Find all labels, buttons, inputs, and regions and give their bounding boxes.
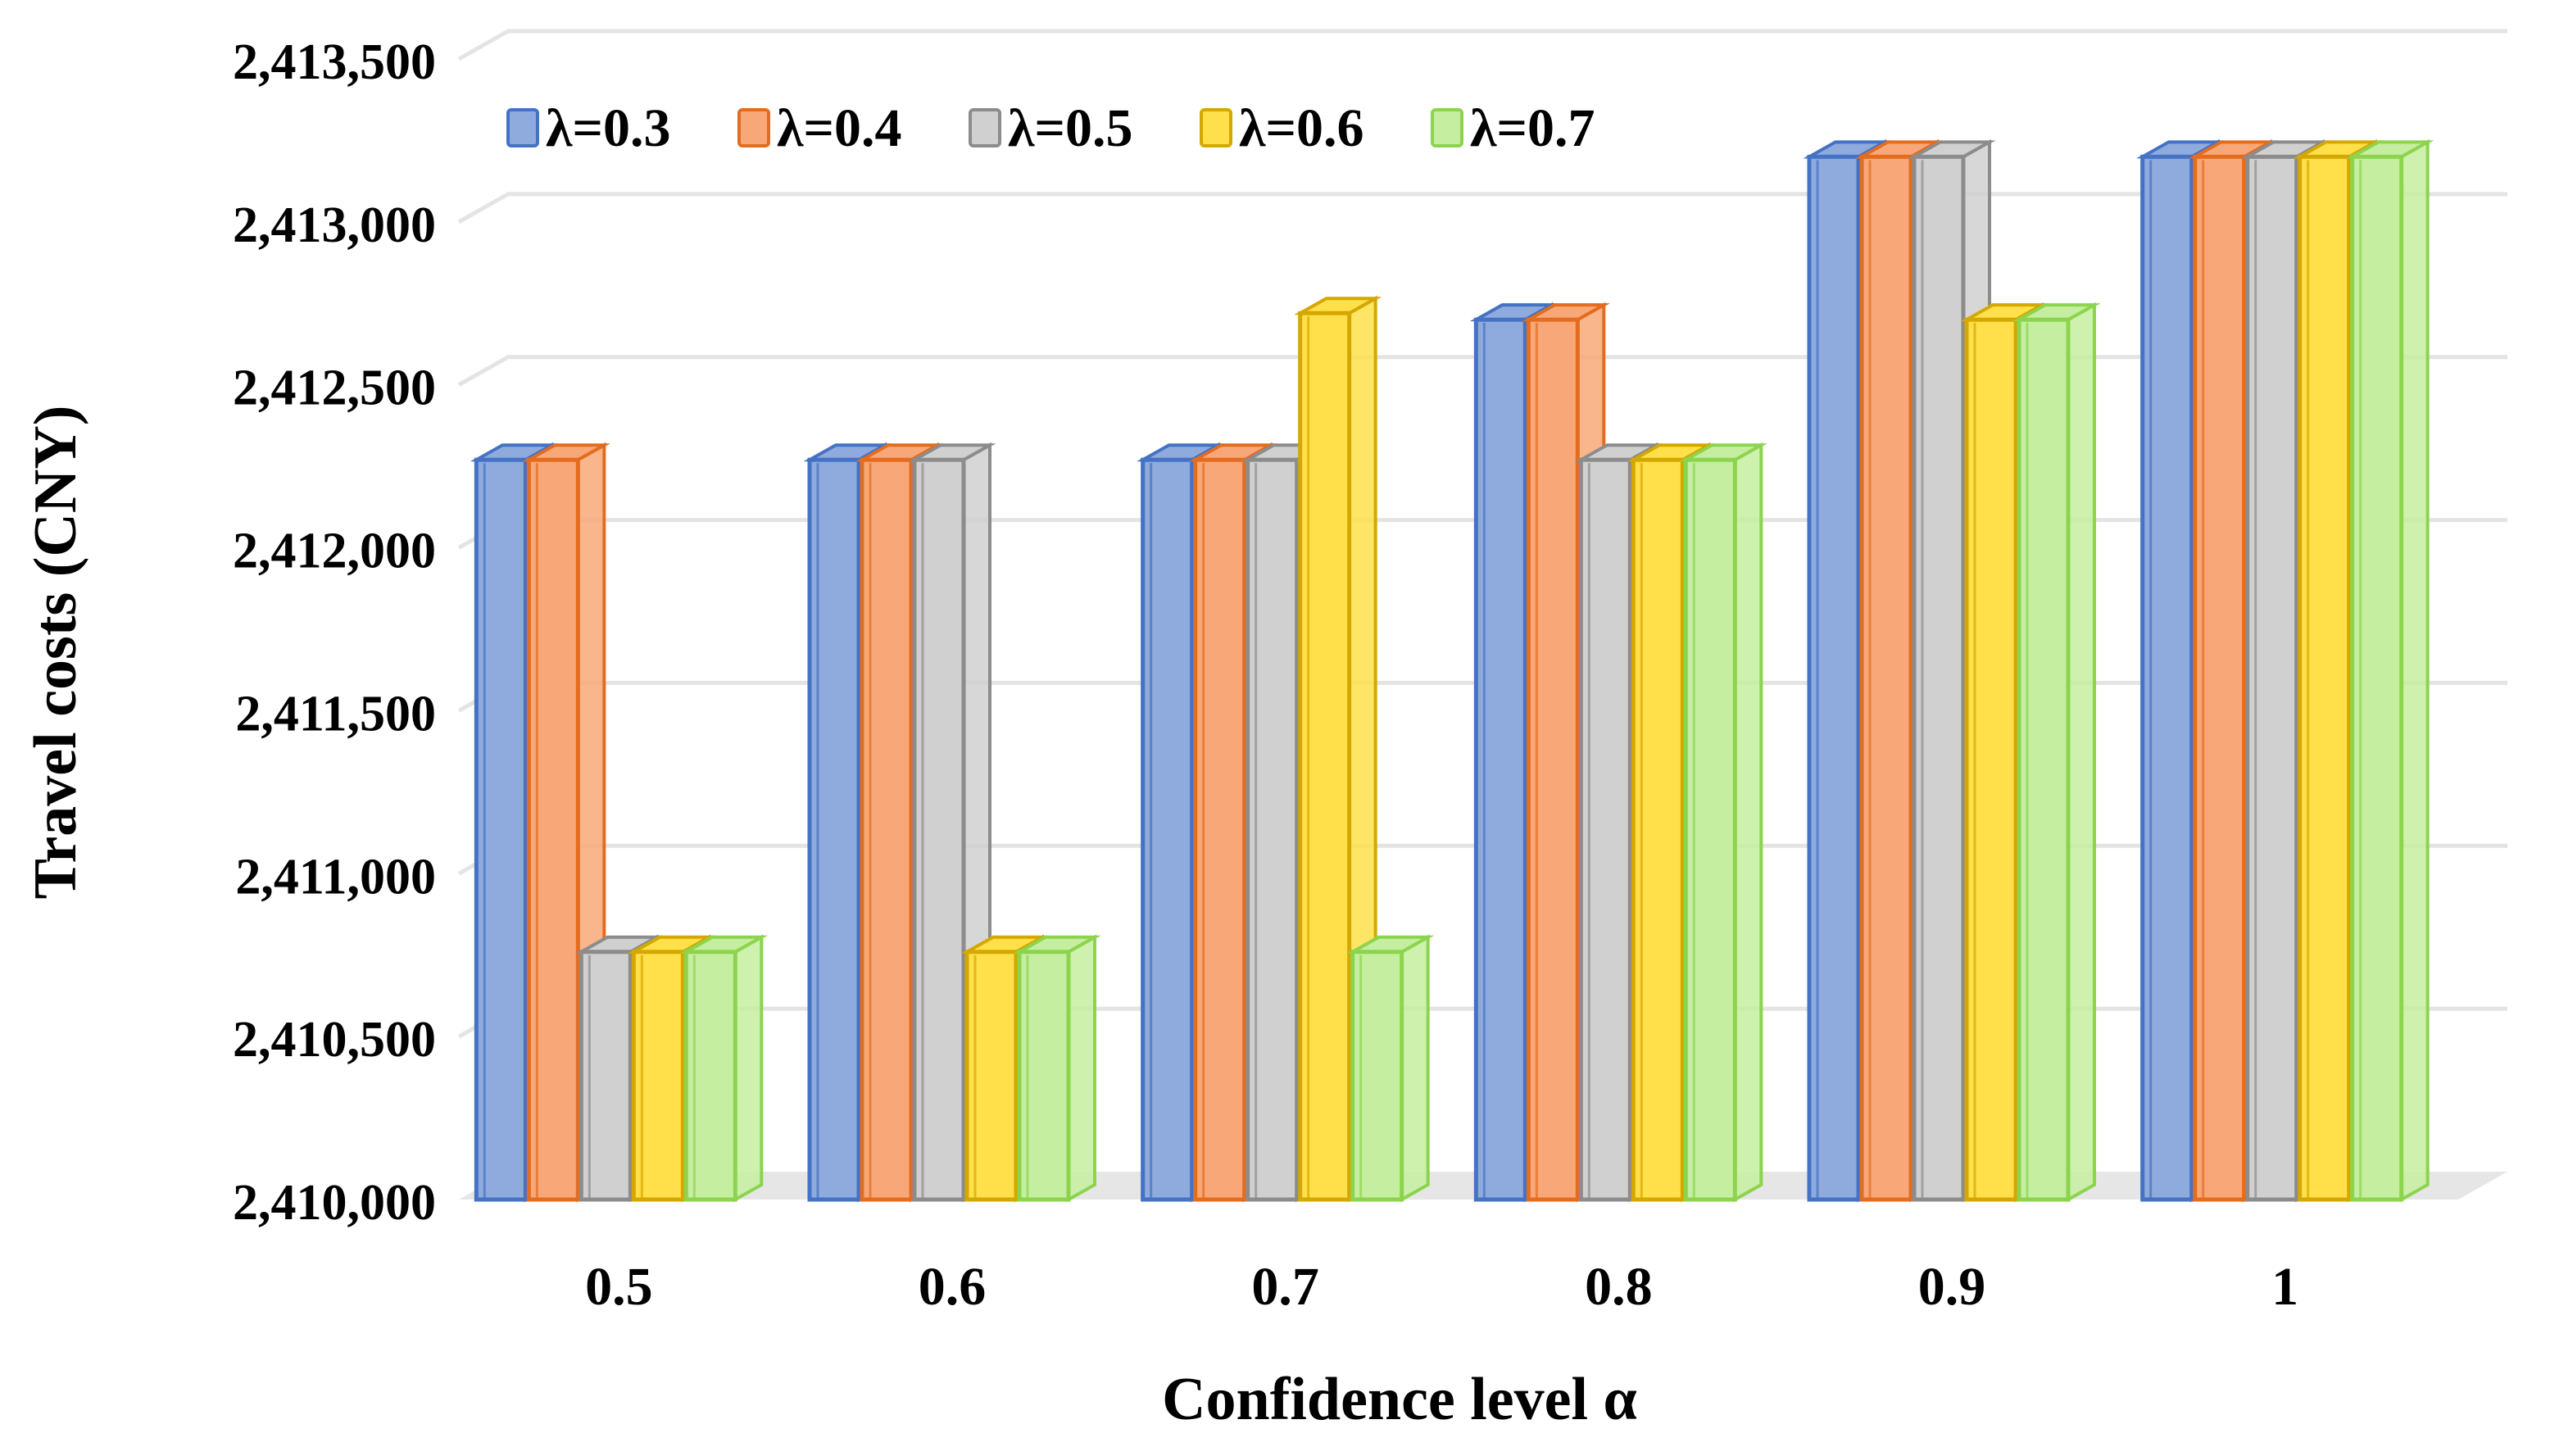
x-tick-label: 1 xyxy=(2271,1257,2298,1317)
x-tick-label: 0.5 xyxy=(585,1257,653,1317)
legend-swatch xyxy=(969,108,1001,147)
bar-side xyxy=(733,934,764,1203)
bar-side xyxy=(2067,302,2096,1203)
bar-group-1 xyxy=(2136,138,2434,1203)
bar xyxy=(1013,934,1101,1203)
bar xyxy=(679,934,768,1203)
bar xyxy=(1679,442,1767,1203)
y-tick-label: 2,413,500 xyxy=(233,34,436,90)
x-tick-label: 0.9 xyxy=(1918,1257,1986,1317)
legend-label: λ=0.7 xyxy=(1470,98,1595,158)
legend-swatch xyxy=(737,108,770,147)
x-tick-label: 0.7 xyxy=(1251,1257,1319,1317)
legend-item: λ=0.5 xyxy=(969,98,1133,158)
legend-swatch xyxy=(1200,108,1232,147)
x-tick-label: 0.6 xyxy=(919,1257,987,1317)
legend-label: λ=0.4 xyxy=(777,98,902,158)
y-axis-ticks: 2,410,000 2,410,500 2,411,000 2,411,500 2,41… xyxy=(233,34,436,1231)
bar-side xyxy=(1067,934,1096,1203)
bar-side xyxy=(1400,934,1430,1203)
x-tick-label: 0.8 xyxy=(1585,1257,1653,1317)
legend-label: λ=0.5 xyxy=(1008,98,1133,158)
y-axis-title: Travel costs (CNY) xyxy=(22,406,89,900)
bar xyxy=(2012,302,2101,1203)
legend-label: λ=0.3 xyxy=(546,98,671,158)
bar-group-0.5 xyxy=(470,442,768,1203)
y-tick-label: 2,411,500 xyxy=(235,686,436,742)
x-axis-ticks: 0.5 0.6 0.7 0.8 0.9 1 xyxy=(585,1257,2298,1317)
y-tick-label: 2,410,500 xyxy=(233,1012,436,1068)
bar xyxy=(2346,138,2434,1203)
legend-item: λ=0.4 xyxy=(737,98,902,158)
legend-swatch xyxy=(506,108,539,147)
y-tick-label: 2,412,500 xyxy=(233,361,436,416)
bar xyxy=(1346,934,1435,1203)
gridline xyxy=(457,29,2507,61)
bar-group-0.7 xyxy=(1137,295,1435,1203)
bar-group-0.9 xyxy=(1803,138,2101,1203)
legend: λ=0.3 λ=0.4 λ=0.5 λ=0.6 λ=0.7 xyxy=(506,98,1595,158)
bar-group-0.8 xyxy=(1469,302,1767,1203)
bar-side xyxy=(1733,442,1763,1203)
x-axis-title: Confidence level α xyxy=(1162,1366,1637,1433)
y-tick-label: 2,411,000 xyxy=(235,849,436,905)
y-tick-label: 2,413,000 xyxy=(233,197,436,253)
bar-side xyxy=(2399,138,2430,1203)
legend-item: λ=0.7 xyxy=(1431,98,1595,158)
legend-swatch xyxy=(1431,108,1463,147)
legend-label: λ=0.6 xyxy=(1239,98,1364,158)
legend-item: λ=0.6 xyxy=(1200,98,1364,158)
y-tick-label: 2,410,000 xyxy=(233,1175,436,1231)
bars-layer xyxy=(470,138,2434,1203)
legend-item: λ=0.3 xyxy=(506,98,671,158)
y-tick-label: 2,412,000 xyxy=(233,524,436,579)
bar-group-0.6 xyxy=(803,442,1101,1203)
